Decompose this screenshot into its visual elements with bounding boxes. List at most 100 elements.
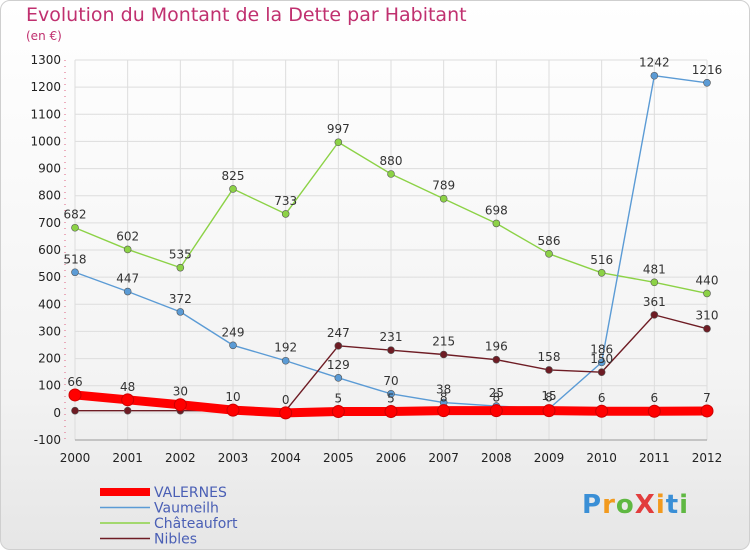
x-tick-label: 2008	[481, 451, 512, 465]
data-label-vaumeilh: 447	[116, 272, 139, 286]
y-tick-label: -100	[34, 433, 61, 447]
data-point-vaumeilh	[703, 79, 711, 87]
data-label-vaumeilh: 38	[436, 383, 451, 397]
data-label-nibles: 196	[485, 340, 508, 354]
data-point-vaumeilh	[334, 374, 343, 382]
data-point-nibles	[334, 342, 343, 350]
logo-letter: X	[634, 490, 656, 520]
data-point-valernes	[437, 404, 451, 418]
data-point-nibles	[123, 406, 132, 415]
logo-letter: r	[602, 490, 616, 520]
data-label-valernes: 30	[173, 385, 188, 399]
data-label-valernes: 8	[440, 391, 448, 405]
data-label-valernes: 66	[67, 375, 82, 389]
data-label-vaumeilh: 372	[169, 292, 192, 306]
y-tick-label: 900	[38, 162, 61, 176]
data-point-valernes	[173, 398, 187, 412]
y-tick-label: 1200	[30, 80, 61, 94]
x-tick-label: 2004	[270, 451, 301, 465]
data-point-nibles	[387, 346, 395, 354]
logo-letter: i	[679, 490, 690, 520]
data-label-valernes: 48	[120, 380, 135, 394]
x-tick-label: 2006	[376, 451, 407, 465]
data-label-valernes: 8	[545, 391, 553, 405]
data-point-valernes	[595, 404, 609, 418]
data-point-chteaufort	[597, 268, 606, 277]
y-tick-label: 500	[38, 270, 61, 284]
data-label-chteaufort: 586	[538, 234, 561, 248]
data-label-chteaufort: 789	[432, 179, 455, 193]
y-tick-label: 700	[38, 216, 61, 230]
data-label-chteaufort: 682	[64, 208, 87, 222]
y-tick-label: 0	[53, 406, 61, 420]
data-label-chteaufort: 997	[327, 122, 350, 136]
x-tick-label: 2005	[323, 451, 354, 465]
data-label-valernes: 6	[598, 391, 606, 405]
logo-letter: t	[665, 490, 680, 520]
data-label-vaumeilh: 129	[327, 358, 350, 372]
data-point-valernes	[542, 404, 556, 418]
x-tick-label: 2012	[692, 451, 723, 465]
data-point-valernes	[647, 404, 661, 418]
data-label-chteaufort: 535	[169, 248, 192, 262]
data-point-chteaufort	[176, 263, 185, 272]
data-label-nibles: 231	[380, 330, 403, 344]
logo-letter: o	[615, 490, 635, 520]
data-point-chteaufort	[387, 170, 395, 178]
data-label-vaumeilh: 70	[383, 374, 398, 388]
data-point-nibles	[71, 406, 79, 415]
data-point-valernes	[700, 404, 714, 418]
proxiti-logo: ProXiti	[582, 490, 689, 520]
data-point-chteaufort	[123, 245, 132, 254]
x-tick-label: 2000	[60, 451, 91, 465]
data-point-vaumeilh	[71, 268, 79, 277]
data-label-vaumeilh: 1216	[692, 63, 723, 77]
data-label-chteaufort: 825	[222, 169, 245, 183]
data-label-chteaufort: 602	[116, 229, 139, 243]
x-tick-label: 2003	[218, 451, 249, 465]
x-tick-label: 2007	[428, 451, 459, 465]
data-point-valernes	[68, 388, 82, 402]
data-label-chteaufort: 698	[485, 203, 508, 217]
y-tick-label: 1100	[30, 107, 61, 121]
data-label-vaumeilh: 25	[489, 386, 504, 400]
data-point-chteaufort	[71, 223, 79, 232]
legend-label-nibles: Nibles	[154, 532, 197, 548]
data-label-valernes: 10	[225, 390, 240, 404]
logo-letter: P	[582, 490, 603, 520]
data-label-valernes: 0	[282, 393, 290, 407]
data-label-vaumeilh: 15	[541, 389, 556, 403]
data-point-valernes	[331, 405, 345, 418]
data-point-valernes	[121, 393, 135, 407]
legend-label-vaumeilh: Vaumeilh	[154, 501, 219, 517]
data-point-chteaufort	[703, 289, 711, 298]
y-tick-label: 300	[38, 324, 61, 338]
data-point-chteaufort	[229, 185, 237, 193]
x-tick-label: 2010	[586, 451, 617, 465]
data-point-chteaufort	[492, 219, 501, 228]
x-tick-label: 2002	[165, 451, 196, 465]
data-label-vaumeilh: 518	[64, 252, 87, 266]
data-point-valernes	[279, 406, 293, 420]
data-label-chteaufort: 733	[274, 194, 297, 208]
data-label-nibles: 150	[590, 352, 613, 366]
data-label-valernes: 8	[493, 391, 501, 405]
y-tick-label: 800	[38, 189, 61, 203]
data-point-nibles	[650, 311, 659, 319]
data-point-nibles	[439, 350, 448, 359]
data-label-chteaufort: 880	[380, 154, 403, 168]
data-label-valernes: 5	[387, 392, 395, 406]
data-label-chteaufort: 516	[590, 253, 613, 267]
data-point-vaumeilh	[387, 390, 395, 398]
logo-letter: i	[655, 490, 666, 520]
data-point-valernes	[384, 405, 398, 418]
chart-subtitle: (en €)	[26, 29, 62, 43]
data-point-vaumeilh	[281, 356, 290, 365]
data-point-vaumeilh	[123, 287, 132, 296]
data-point-chteaufort	[281, 210, 290, 218]
data-label-vaumeilh: 192	[274, 341, 297, 355]
data-point-vaumeilh	[597, 358, 606, 367]
legend-label-chteaufort: Châteaufort	[154, 516, 238, 532]
data-point-valernes	[226, 403, 240, 417]
